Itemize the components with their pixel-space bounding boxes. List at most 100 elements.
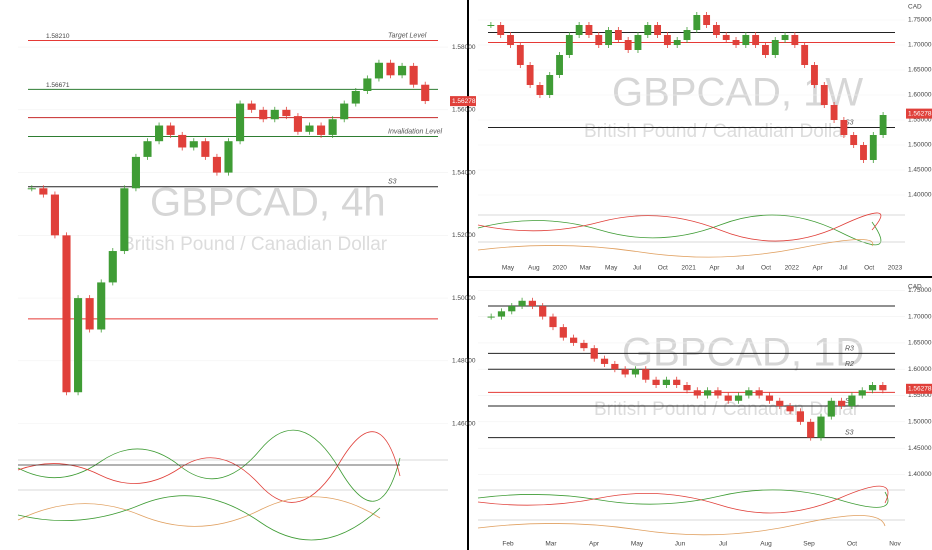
candle: [178, 134, 187, 148]
candle: [282, 109, 291, 117]
x-tick-label: Aug: [528, 265, 540, 272]
candle: [652, 379, 660, 385]
y-tick-label: 1.45000: [908, 445, 932, 452]
y-tick-label: 1.70000: [908, 313, 932, 320]
candle: [734, 395, 743, 401]
x-tick-label: Nov: [889, 541, 901, 548]
x-tick-label: Oct: [847, 541, 857, 548]
watermark-subtitle: British Pound / Canadian Dollar: [122, 234, 388, 255]
candle: [644, 25, 652, 35]
candle: [351, 91, 360, 104]
candle: [817, 416, 825, 438]
level-label: 1.56671: [46, 82, 70, 89]
candle: [786, 406, 794, 412]
candle: [781, 35, 789, 40]
candle: [497, 25, 505, 35]
candle: [654, 25, 662, 35]
candle: [776, 400, 784, 407]
candle: [363, 78, 372, 91]
level-note: S3: [845, 429, 854, 436]
candle: [791, 35, 799, 45]
candle: [62, 235, 71, 393]
candle: [590, 348, 598, 359]
y-tick-label: 1.55000: [908, 392, 932, 399]
candle: [600, 358, 609, 364]
candle: [614, 30, 622, 40]
candle: [518, 300, 526, 307]
candle: [848, 395, 856, 407]
candle: [549, 316, 557, 328]
y-tick-label: 1.65000: [908, 340, 932, 347]
candle: [752, 35, 760, 45]
candle: [585, 25, 593, 35]
candle: [340, 103, 349, 120]
y-tick-label: 1.54000: [452, 169, 476, 176]
candle: [409, 65, 418, 85]
candle: [663, 35, 671, 45]
x-tick-label: May: [605, 265, 618, 272]
candle: [621, 369, 629, 375]
candle: [39, 188, 48, 195]
candle: [771, 40, 779, 55]
candle: [507, 35, 514, 45]
watermark-subtitle: British Pound / Canadian Dollar: [584, 121, 850, 142]
candle: [693, 15, 701, 30]
candle: [293, 116, 302, 132]
last-price-tag: [906, 108, 932, 119]
y-tick-label: 1.48000: [452, 358, 476, 365]
candle: [868, 385, 877, 391]
y-tick-label: 1.75000: [908, 287, 932, 294]
watermark-title: GBPCAD, 4h: [150, 181, 386, 225]
candle: [224, 141, 233, 173]
candle: [765, 395, 774, 401]
x-tick-label: Jul: [839, 265, 848, 272]
candle: [212, 156, 221, 173]
candle: [201, 141, 210, 157]
axis-unit: CAD: [908, 4, 922, 11]
last-price-label: 1.56278: [908, 110, 932, 117]
x-tick-label: 2023: [888, 265, 903, 272]
candle: [693, 390, 701, 396]
candle: [508, 306, 516, 312]
candle: [712, 25, 720, 35]
candle: [317, 125, 326, 135]
candle: [559, 327, 567, 338]
y-tick-label: 1.50000: [908, 419, 932, 426]
candle: [27, 188, 36, 190]
candle: [801, 45, 809, 65]
level-note: Invalidation Level: [388, 128, 443, 135]
candle: [595, 35, 603, 45]
y-tick-label: 1.40000: [908, 192, 932, 199]
candle: [631, 369, 640, 375]
candle: [722, 35, 730, 40]
candle: [869, 135, 877, 160]
x-tick-label: Apr: [709, 265, 720, 272]
y-tick-label: 1.56000: [452, 107, 476, 114]
candle: [714, 390, 722, 396]
y-tick-label: 1.40000: [908, 471, 932, 478]
level-note: R2: [845, 361, 854, 368]
candle: [858, 390, 866, 396]
y-tick-label: 1.46000: [452, 420, 476, 427]
x-tick-label: Jul: [633, 265, 642, 272]
last-price-tag: [450, 96, 476, 107]
candle: [840, 120, 848, 135]
candle: [120, 188, 129, 252]
x-tick-label: Jun: [675, 541, 686, 548]
candle: [742, 35, 750, 45]
candle: [879, 115, 887, 135]
candle: [166, 125, 175, 135]
candle: [580, 342, 588, 349]
candle: [575, 25, 583, 35]
candle: [611, 363, 619, 370]
candle: [539, 306, 547, 317]
x-tick-label: Oct: [864, 265, 874, 272]
candle: [189, 141, 198, 148]
x-tick-label: Oct: [761, 265, 771, 272]
candle: [131, 156, 140, 189]
candle: [570, 337, 578, 343]
x-tick-label: 2021: [681, 265, 696, 272]
candle: [528, 300, 536, 307]
candle: [820, 85, 828, 105]
x-tick-label: Aug: [760, 541, 772, 548]
